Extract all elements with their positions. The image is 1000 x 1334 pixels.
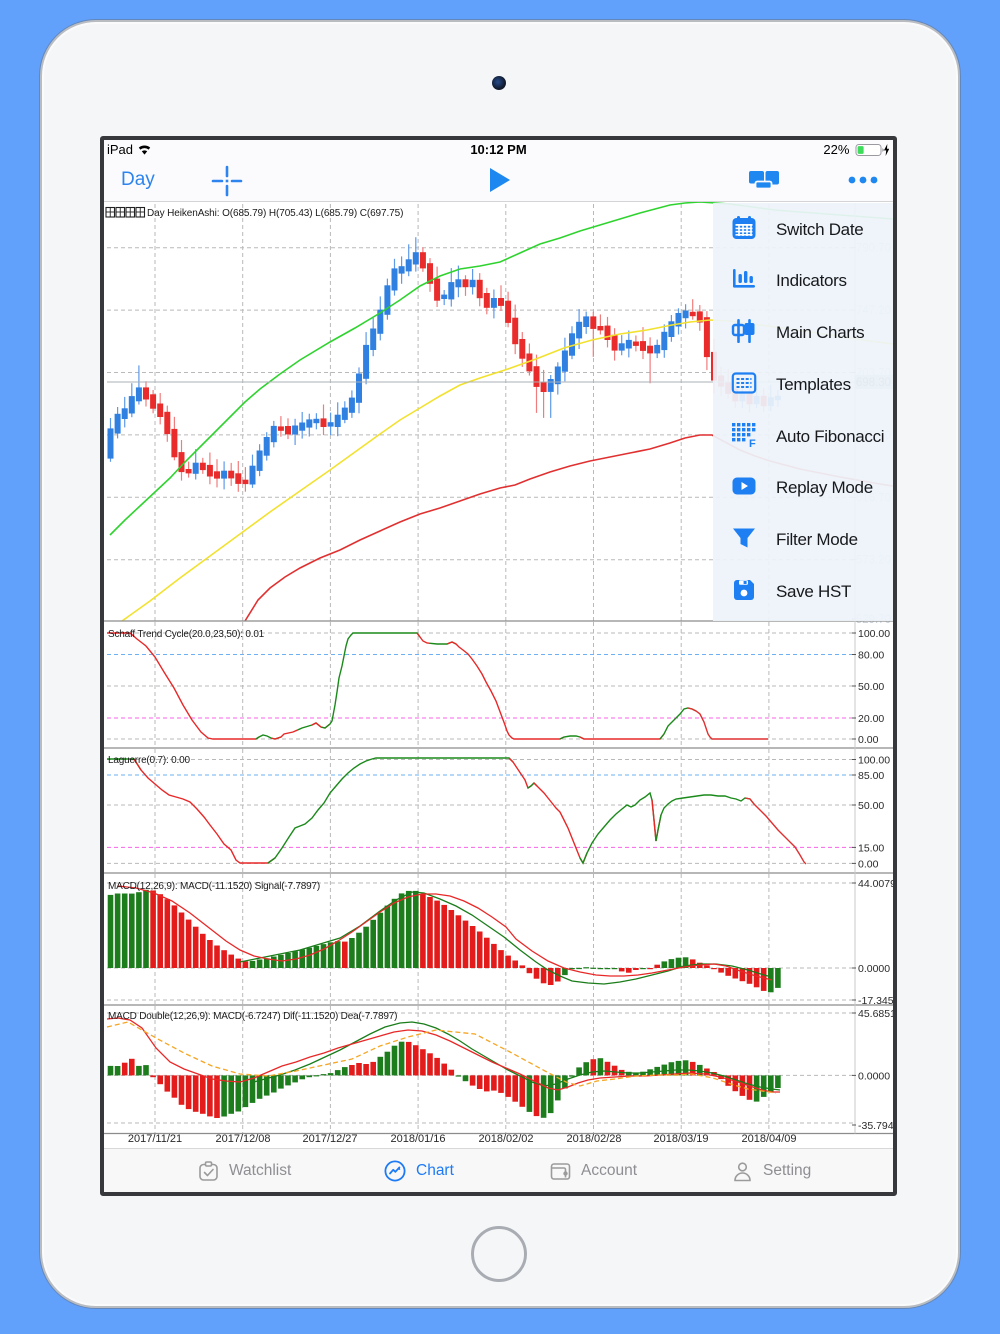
svg-text:44.0079: 44.0079 xyxy=(858,878,893,890)
svg-text:2018/02/02: 2018/02/02 xyxy=(478,1133,533,1145)
svg-text:Laguerre(0.7): 0.00: Laguerre(0.7): 0.00 xyxy=(108,755,190,766)
svg-text:50.00: 50.00 xyxy=(858,800,884,812)
svg-text:2017/11/21: 2017/11/21 xyxy=(128,1133,182,1145)
svg-text:Day HeikenAshi: O(685.79) H(70: Day HeikenAshi: O(685.79) H(705.43) L(68… xyxy=(147,208,403,219)
svg-text:Schaff Trend Cycle(20.0,23,50): Schaff Trend Cycle(20.0,23,50): 0.01 xyxy=(108,629,265,640)
svg-text:2018/04/09: 2018/04/09 xyxy=(741,1133,796,1145)
svg-text:2017/12/08: 2017/12/08 xyxy=(215,1133,270,1145)
svg-text:20.00: 20.00 xyxy=(858,713,884,725)
svg-text:F: F xyxy=(749,438,756,448)
svg-text:MACD Double(12,26,9): MACD(-6.: MACD Double(12,26,9): MACD(-6.7247) Dif(… xyxy=(108,1011,397,1022)
svg-text:100.00: 100.00 xyxy=(858,628,890,640)
svg-text:100.00: 100.00 xyxy=(858,755,890,767)
svg-text:50.00: 50.00 xyxy=(858,681,884,693)
svg-text:80.00: 80.00 xyxy=(858,650,884,662)
svg-text:45.6851: 45.6851 xyxy=(858,1008,893,1020)
svg-text:-35.794: -35.794 xyxy=(858,1120,893,1132)
svg-text:2017/12/27: 2017/12/27 xyxy=(302,1133,357,1145)
svg-text:-17.345: -17.345 xyxy=(858,995,893,1007)
svg-text:0.0000: 0.0000 xyxy=(858,1070,890,1082)
svg-text:0.00: 0.00 xyxy=(858,858,879,870)
svg-text:0.00: 0.00 xyxy=(858,734,879,746)
svg-text:MACD(12,26,9): MACD(-11.1520): MACD(12,26,9): MACD(-11.1520) Signal(-7.… xyxy=(108,881,320,892)
svg-text:85.00: 85.00 xyxy=(858,770,884,782)
svg-text:2018/03/19: 2018/03/19 xyxy=(653,1133,708,1145)
svg-text:2018/02/28: 2018/02/28 xyxy=(566,1133,621,1145)
svg-text:2018/01/16: 2018/01/16 xyxy=(390,1133,445,1145)
svg-text:0.0000: 0.0000 xyxy=(858,963,890,975)
svg-text:15.00: 15.00 xyxy=(858,842,884,854)
